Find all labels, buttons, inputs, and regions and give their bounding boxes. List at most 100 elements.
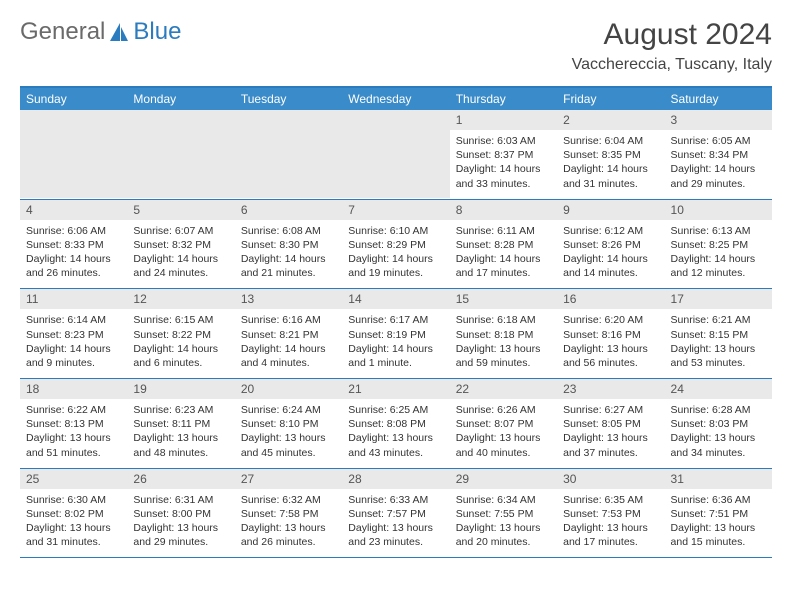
calendar-day-cell: 3Sunrise: 6:05 AMSunset: 8:34 PMDaylight… [665, 110, 772, 199]
day-header: Tuesday [235, 87, 342, 110]
calendar-day-cell: 30Sunrise: 6:35 AMSunset: 7:53 PMDayligh… [557, 468, 664, 558]
calendar-day-cell: 25Sunrise: 6:30 AMSunset: 8:02 PMDayligh… [20, 468, 127, 558]
calendar-week-row: 4Sunrise: 6:06 AMSunset: 8:33 PMDaylight… [20, 199, 772, 289]
calendar-day-cell: 11Sunrise: 6:14 AMSunset: 8:23 PMDayligh… [20, 289, 127, 379]
day-number [235, 110, 342, 130]
calendar-day-cell: 17Sunrise: 6:21 AMSunset: 8:15 PMDayligh… [665, 289, 772, 379]
calendar-day-cell: 27Sunrise: 6:32 AMSunset: 7:58 PMDayligh… [235, 468, 342, 558]
day-detail: Sunrise: 6:21 AMSunset: 8:15 PMDaylight:… [665, 309, 772, 378]
day-header: Sunday [20, 87, 127, 110]
day-number: 10 [665, 200, 772, 220]
logo: General Blue [20, 18, 181, 46]
calendar-day-cell: 12Sunrise: 6:15 AMSunset: 8:22 PMDayligh… [127, 289, 234, 379]
calendar-day-cell: 18Sunrise: 6:22 AMSunset: 8:13 PMDayligh… [20, 379, 127, 469]
day-number: 21 [342, 379, 449, 399]
day-number: 19 [127, 379, 234, 399]
calendar-day-cell: 9Sunrise: 6:12 AMSunset: 8:26 PMDaylight… [557, 199, 664, 289]
calendar-day-cell [342, 110, 449, 199]
day-number: 23 [557, 379, 664, 399]
day-number: 18 [20, 379, 127, 399]
day-header: Saturday [665, 87, 772, 110]
calendar-day-cell: 26Sunrise: 6:31 AMSunset: 8:00 PMDayligh… [127, 468, 234, 558]
day-number: 24 [665, 379, 772, 399]
header: General Blue August 2024 Vacchereccia, T… [20, 18, 772, 74]
day-number: 12 [127, 289, 234, 309]
calendar-day-cell [127, 110, 234, 199]
calendar-day-cell [20, 110, 127, 199]
day-number [342, 110, 449, 130]
day-detail: Sunrise: 6:32 AMSunset: 7:58 PMDaylight:… [235, 489, 342, 558]
day-detail: Sunrise: 6:06 AMSunset: 8:33 PMDaylight:… [20, 220, 127, 289]
day-detail: Sunrise: 6:28 AMSunset: 8:03 PMDaylight:… [665, 399, 772, 468]
day-number: 30 [557, 469, 664, 489]
day-detail: Sunrise: 6:27 AMSunset: 8:05 PMDaylight:… [557, 399, 664, 468]
day-number: 4 [20, 200, 127, 220]
page-title: August 2024 [572, 18, 772, 52]
day-number: 14 [342, 289, 449, 309]
day-header: Wednesday [342, 87, 449, 110]
day-number: 22 [450, 379, 557, 399]
calendar-day-cell: 28Sunrise: 6:33 AMSunset: 7:57 PMDayligh… [342, 468, 449, 558]
calendar-day-cell: 14Sunrise: 6:17 AMSunset: 8:19 PMDayligh… [342, 289, 449, 379]
calendar-day-cell [235, 110, 342, 199]
day-detail: Sunrise: 6:24 AMSunset: 8:10 PMDaylight:… [235, 399, 342, 468]
day-detail: Sunrise: 6:04 AMSunset: 8:35 PMDaylight:… [557, 130, 664, 199]
calendar-day-cell: 2Sunrise: 6:04 AMSunset: 8:35 PMDaylight… [557, 110, 664, 199]
calendar-day-cell: 6Sunrise: 6:08 AMSunset: 8:30 PMDaylight… [235, 199, 342, 289]
calendar-day-cell: 4Sunrise: 6:06 AMSunset: 8:33 PMDaylight… [20, 199, 127, 289]
calendar-day-cell: 23Sunrise: 6:27 AMSunset: 8:05 PMDayligh… [557, 379, 664, 469]
calendar-day-cell: 8Sunrise: 6:11 AMSunset: 8:28 PMDaylight… [450, 199, 557, 289]
calendar-header-row: SundayMondayTuesdayWednesdayThursdayFrid… [20, 87, 772, 110]
day-number: 17 [665, 289, 772, 309]
day-header: Thursday [450, 87, 557, 110]
day-number [20, 110, 127, 130]
day-number: 9 [557, 200, 664, 220]
calendar-day-cell: 29Sunrise: 6:34 AMSunset: 7:55 PMDayligh… [450, 468, 557, 558]
calendar-day-cell: 1Sunrise: 6:03 AMSunset: 8:37 PMDaylight… [450, 110, 557, 199]
calendar-table: SundayMondayTuesdayWednesdayThursdayFrid… [20, 86, 772, 558]
day-number: 29 [450, 469, 557, 489]
calendar-day-cell: 10Sunrise: 6:13 AMSunset: 8:25 PMDayligh… [665, 199, 772, 289]
calendar-day-cell: 19Sunrise: 6:23 AMSunset: 8:11 PMDayligh… [127, 379, 234, 469]
calendar-day-cell: 15Sunrise: 6:18 AMSunset: 8:18 PMDayligh… [450, 289, 557, 379]
day-header: Friday [557, 87, 664, 110]
day-detail [127, 130, 234, 198]
day-detail: Sunrise: 6:13 AMSunset: 8:25 PMDaylight:… [665, 220, 772, 289]
day-number: 31 [665, 469, 772, 489]
day-number: 2 [557, 110, 664, 130]
day-number: 16 [557, 289, 664, 309]
day-detail: Sunrise: 6:15 AMSunset: 8:22 PMDaylight:… [127, 309, 234, 378]
day-number: 27 [235, 469, 342, 489]
day-detail: Sunrise: 6:05 AMSunset: 8:34 PMDaylight:… [665, 130, 772, 199]
day-detail: Sunrise: 6:18 AMSunset: 8:18 PMDaylight:… [450, 309, 557, 378]
day-detail: Sunrise: 6:23 AMSunset: 8:11 PMDaylight:… [127, 399, 234, 468]
day-detail: Sunrise: 6:08 AMSunset: 8:30 PMDaylight:… [235, 220, 342, 289]
day-detail: Sunrise: 6:17 AMSunset: 8:19 PMDaylight:… [342, 309, 449, 378]
day-detail: Sunrise: 6:20 AMSunset: 8:16 PMDaylight:… [557, 309, 664, 378]
day-detail: Sunrise: 6:30 AMSunset: 8:02 PMDaylight:… [20, 489, 127, 558]
day-number: 26 [127, 469, 234, 489]
calendar-day-cell: 22Sunrise: 6:26 AMSunset: 8:07 PMDayligh… [450, 379, 557, 469]
day-detail: Sunrise: 6:33 AMSunset: 7:57 PMDaylight:… [342, 489, 449, 558]
calendar-day-cell: 21Sunrise: 6:25 AMSunset: 8:08 PMDayligh… [342, 379, 449, 469]
day-detail: Sunrise: 6:10 AMSunset: 8:29 PMDaylight:… [342, 220, 449, 289]
day-detail: Sunrise: 6:35 AMSunset: 7:53 PMDaylight:… [557, 489, 664, 558]
title-block: August 2024 Vacchereccia, Tuscany, Italy [572, 18, 772, 74]
location: Vacchereccia, Tuscany, Italy [572, 56, 772, 74]
day-detail: Sunrise: 6:03 AMSunset: 8:37 PMDaylight:… [450, 130, 557, 199]
calendar-day-cell: 7Sunrise: 6:10 AMSunset: 8:29 PMDaylight… [342, 199, 449, 289]
day-number: 28 [342, 469, 449, 489]
day-number: 20 [235, 379, 342, 399]
logo-text-general: General [20, 18, 105, 46]
calendar-week-row: 18Sunrise: 6:22 AMSunset: 8:13 PMDayligh… [20, 379, 772, 469]
day-number: 1 [450, 110, 557, 130]
calendar-body: 1Sunrise: 6:03 AMSunset: 8:37 PMDaylight… [20, 110, 772, 558]
day-detail: Sunrise: 6:31 AMSunset: 8:00 PMDaylight:… [127, 489, 234, 558]
day-number: 15 [450, 289, 557, 309]
day-number: 11 [20, 289, 127, 309]
day-detail: Sunrise: 6:12 AMSunset: 8:26 PMDaylight:… [557, 220, 664, 289]
day-detail: Sunrise: 6:11 AMSunset: 8:28 PMDaylight:… [450, 220, 557, 289]
logo-text-blue: Blue [133, 18, 181, 46]
day-detail [342, 130, 449, 198]
day-detail: Sunrise: 6:34 AMSunset: 7:55 PMDaylight:… [450, 489, 557, 558]
